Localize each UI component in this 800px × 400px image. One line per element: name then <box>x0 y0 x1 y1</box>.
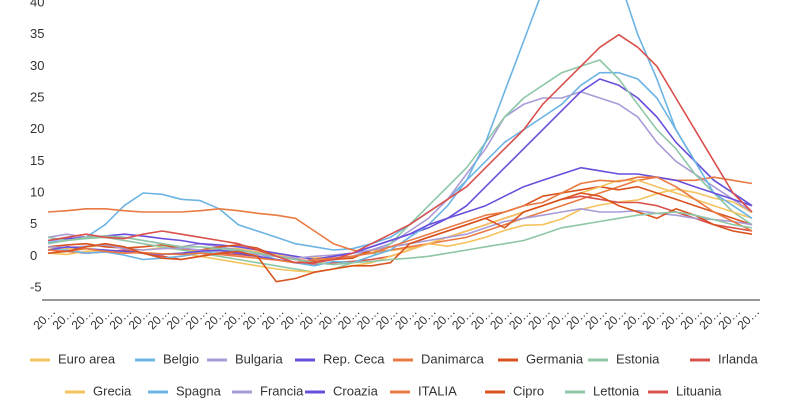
y-tick-label: 35 <box>30 26 44 41</box>
legend-label: Lettonia <box>593 383 640 398</box>
legend-label: Danimarca <box>421 351 485 366</box>
series-line <box>47 211 753 266</box>
series-line <box>47 59 753 273</box>
series-line <box>47 71 753 251</box>
y-tick-label: 5 <box>30 216 37 231</box>
y-tick-label: 10 <box>30 184 44 199</box>
y-tick-label: 20 <box>30 121 44 136</box>
legend-label: ITALIA <box>418 383 457 398</box>
legend-label: Grecia <box>93 383 132 398</box>
legend-label: Cipro <box>513 383 544 398</box>
legend-label: Croazia <box>333 383 379 398</box>
legend-label: Bulgaria <box>235 351 283 366</box>
y-tick-label: 0 <box>30 248 37 263</box>
legend-label: Rep. Ceca <box>323 351 385 366</box>
legend-label: Spagna <box>176 383 222 398</box>
legend-label: Irlanda <box>718 351 759 366</box>
y-tick-label: 40 <box>30 0 44 9</box>
series-line <box>47 176 753 264</box>
legend-label: Lituania <box>676 383 722 398</box>
y-tick-label: 15 <box>30 153 44 168</box>
series-line <box>48 0 753 267</box>
legend-label: Euro area <box>58 351 116 366</box>
y-tick-label: 30 <box>30 58 44 73</box>
series-line <box>47 33 753 264</box>
x-tick-label: 20… <box>735 304 763 332</box>
plot-area <box>47 0 753 283</box>
legend-label: Germania <box>526 351 584 366</box>
legend-label: Belgio <box>163 351 199 366</box>
series-line <box>47 176 753 254</box>
series-line <box>47 192 753 283</box>
legend-label: Francia <box>260 383 304 398</box>
y-tick-label: -5 <box>30 279 42 294</box>
legend-label: Estonia <box>616 351 660 366</box>
y-tick-label: 25 <box>30 89 44 104</box>
